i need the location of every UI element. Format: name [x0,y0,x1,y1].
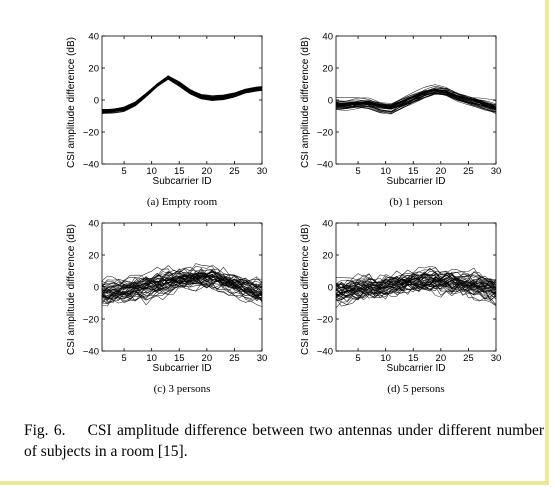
x-tick-label: 25 [229,353,240,364]
series-line [101,274,263,295]
x-tick-label: 30 [257,166,268,177]
x-tick-label: 10 [380,166,391,177]
y-tick-label: 0 [94,283,99,294]
y-axis-label: CSI amplitude difference (dB) [300,37,311,168]
subfigure-caption: (b) 1 person [389,196,443,208]
y-tick-label: −20 [83,128,99,139]
x-tick-label: 20 [436,166,447,177]
chart-svg-3-persons: 5 10 15 20 25 30 −40 −20 0 20 40 [83,219,268,365]
x-axis-label: Subcarrier ID [386,176,446,187]
y-tick-label: 40 [88,219,99,230]
series-line [101,276,263,305]
subfigure-caption: (d) 5 persons [387,383,445,395]
x-tick-label: 25 [229,166,240,177]
subfigure-caption: (a) Empty room [146,196,218,208]
x-tick-label: 5 [121,166,126,177]
series-line [335,84,497,110]
y-tick-label: 20 [88,251,99,262]
series-line [335,270,497,296]
series-line [335,277,497,301]
x-tick-label: 20 [436,353,447,364]
x-tick-label: 25 [463,353,474,364]
x-tick-label: 15 [174,353,185,364]
x-tick-label: 10 [146,353,157,364]
y-tick-label: −40 [317,347,333,358]
y-tick-label: −40 [83,347,99,358]
x-tick-label: 30 [491,166,502,177]
chart-panel-5-persons: 5 10 15 20 25 30 −40 −20 0 20 40 Subcarrier ID CSI a… [296,217,526,396]
y-axis-label: CSI amplitude difference (dB) [66,224,77,355]
x-tick-label: 15 [408,353,419,364]
figure-caption: Fig. 6. CSI amplitude difference between … [24,420,544,462]
chart-svg-empty-room: 5 10 15 20 25 30 −40 −20 0 20 40 [83,32,268,178]
y-tick-label: 40 [322,32,333,43]
series-line [335,282,497,298]
series-line [335,92,497,112]
x-tick-label: 20 [202,353,213,364]
subfigure-caption: (c) 3 persons [153,383,211,395]
x-axis-label: Subcarrier ID [386,363,446,374]
chart-panel-3-persons: 5 10 15 20 25 30 −40 −20 0 20 40 Subcarrier ID CSI a… [62,217,292,396]
series-line [101,268,263,290]
series-group [101,263,263,307]
x-tick-label: 25 [463,166,474,177]
series-line [335,277,497,302]
x-tick-label: 15 [174,166,185,177]
chart-svg-1-person: 5 10 15 20 25 30 −40 −20 0 20 40 [317,32,502,178]
x-axis-label: Subcarrier ID [152,363,212,374]
series-line [101,76,263,113]
x-tick-label: 30 [491,353,502,364]
y-tick-label: 40 [88,32,99,43]
y-tick-label: −40 [317,160,333,171]
x-tick-label: 10 [146,166,157,177]
y-tick-label: 20 [88,64,99,75]
x-tick-label: 15 [408,166,419,177]
x-tick-label: 5 [355,353,360,364]
caption-label: Fig. 6. [24,422,66,439]
y-tick-label: 0 [328,283,333,294]
series-line [101,269,263,294]
series-line [335,274,497,307]
series-group [335,84,497,115]
y-tick-label: 20 [322,64,333,75]
series-group [335,266,497,308]
series-line [335,284,497,296]
chart-panel-empty-room: 5 10 15 20 25 30 −40 −20 0 20 40 Subcarrier ID CSI a… [62,30,292,209]
series-line [101,274,263,306]
x-tick-label: 30 [257,353,268,364]
chart-panel-1-person: 5 10 15 20 25 30 −40 −20 0 20 40 Subcarrier ID CSI a… [296,30,526,209]
plot-area-frame [101,35,263,165]
series-line [335,89,497,110]
y-tick-label: −40 [83,160,99,171]
caption-text: CSI amplitude difference between two ant… [24,422,545,460]
series-line [335,275,497,307]
series-line [335,88,497,107]
y-axis-label: CSI amplitude difference (dB) [300,224,311,355]
x-tick-label: 20 [202,166,213,177]
y-tick-label: 0 [328,96,333,107]
y-tick-label: 20 [322,251,333,262]
y-tick-label: −20 [317,315,333,326]
chart-svg-5-persons: 5 10 15 20 25 30 −40 −20 0 20 40 [317,219,502,365]
series-line [101,280,263,296]
series-line [335,89,497,114]
series-line [101,266,263,292]
y-tick-label: −20 [317,128,333,139]
y-axis-label: CSI amplitude difference (dB) [66,37,77,168]
y-tick-label: 0 [94,96,99,107]
series-line [101,277,263,300]
series-line [101,75,263,113]
x-tick-label: 5 [355,166,360,177]
y-tick-label: 40 [322,219,333,230]
y-tick-label: −20 [83,315,99,326]
x-tick-label: 5 [121,353,126,364]
series-group [101,75,263,114]
series-line [335,266,497,301]
x-axis-label: Subcarrier ID [152,176,212,187]
x-tick-label: 10 [380,353,391,364]
